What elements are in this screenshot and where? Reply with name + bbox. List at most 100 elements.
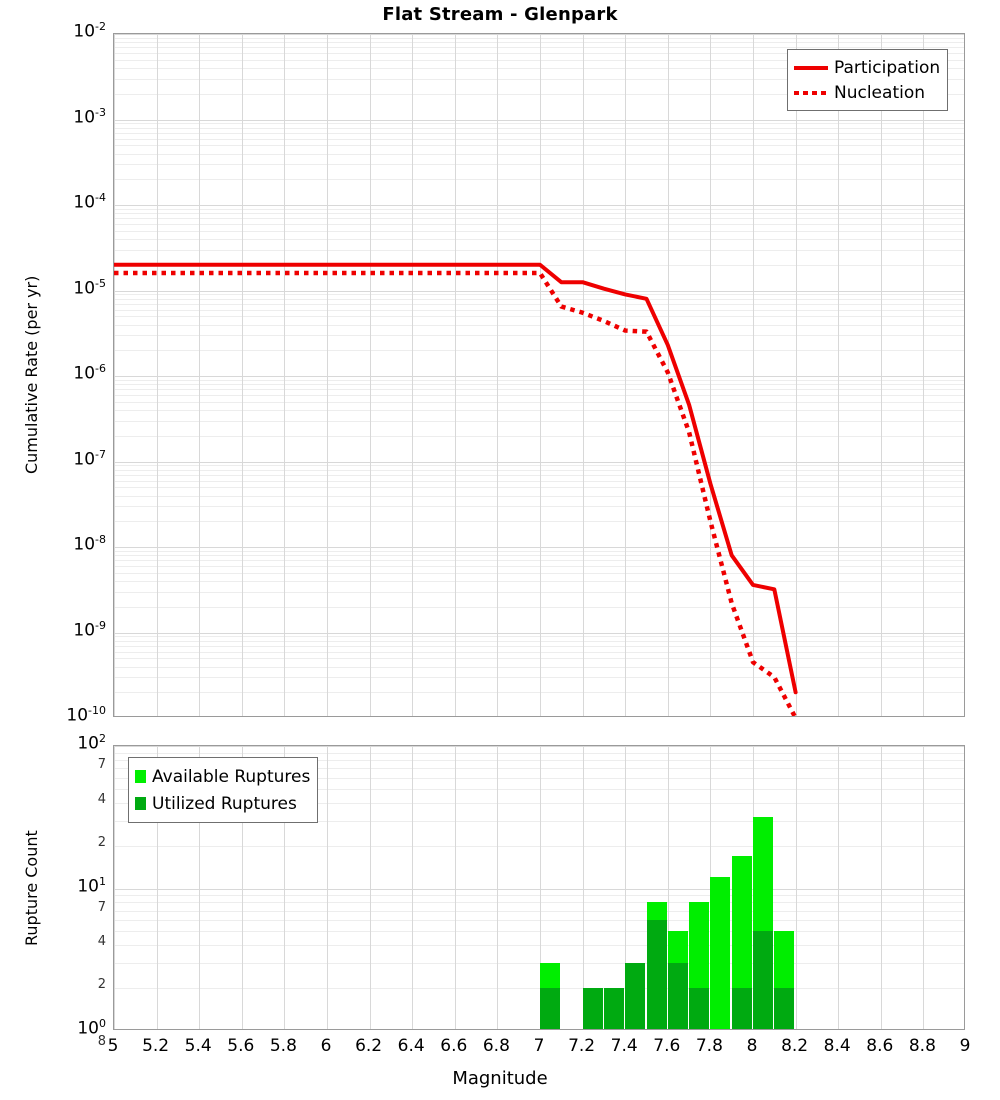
gridline-minor — [114, 389, 964, 391]
gridline-vertical — [199, 34, 201, 716]
x-tick-8: 8 — [746, 1036, 758, 1056]
bar-utilized — [731, 988, 752, 1029]
gridline-minor — [114, 820, 964, 822]
gridline-minor — [114, 845, 964, 847]
gridline-vertical — [625, 34, 627, 716]
gridline-minor — [114, 179, 964, 181]
gridline-minor — [114, 218, 964, 220]
gridline-minor — [114, 768, 964, 770]
gridline-vertical — [199, 746, 201, 1029]
gridline-vertical — [582, 746, 584, 1029]
y-tick-bot-1e2: 102 — [77, 732, 106, 754]
gridline-vertical — [412, 34, 414, 716]
gridline-minor — [114, 636, 964, 638]
gridline-minor — [114, 335, 964, 337]
y-tick-bot-minor-7: 7 — [97, 899, 106, 915]
gridline-minor — [114, 606, 964, 608]
legend-top: Participation Nucleation — [787, 49, 949, 111]
gridline-minor — [114, 640, 964, 642]
gridline-minor — [114, 759, 964, 761]
y-tick-top-1e-7: 10-7 — [73, 447, 106, 470]
gridline-minor — [114, 495, 964, 497]
gridline-minor — [114, 324, 964, 326]
gridline-minor — [114, 480, 964, 482]
gridline-vertical — [369, 746, 371, 1029]
gridline-minor — [114, 316, 964, 318]
y-tick-top-1e-8: 10-8 — [73, 533, 106, 555]
gridline-minor — [114, 303, 964, 305]
bar-available — [710, 877, 731, 1029]
gridline-minor — [114, 435, 964, 437]
cumulative-rate-plot — [113, 33, 965, 717]
gridline-vertical — [880, 34, 882, 716]
gridline-minor — [114, 521, 964, 523]
gridline-vertical — [327, 34, 328, 716]
gridline-minor — [114, 309, 964, 311]
y-tick-bot-minor-4: 4 — [97, 934, 106, 950]
gridline-vertical — [540, 746, 541, 1029]
x-tick-6: 6 — [320, 1036, 332, 1056]
legend-item-available: Available Ruptures — [135, 763, 310, 790]
gridline-vertical — [667, 34, 669, 716]
x-tick-6.4: 6.4 — [397, 1036, 425, 1056]
y-tick-bot-minor-8: 8 — [97, 1033, 106, 1049]
y-tick-top-1e-2: 10-2 — [73, 20, 106, 42]
gridline-vertical — [284, 34, 286, 716]
x-tick-8.8: 8.8 — [908, 1036, 936, 1056]
curve-nucleation — [114, 270, 798, 716]
gridline-vertical — [667, 746, 669, 1029]
x-tick-6.6: 6.6 — [440, 1036, 468, 1056]
gridline-minor — [114, 988, 964, 990]
bar-utilized — [582, 988, 603, 1029]
gridline-minor — [114, 410, 964, 411]
gridline-vertical — [412, 746, 414, 1029]
gridline-major — [114, 205, 964, 206]
gridline-minor — [114, 788, 964, 790]
gridline-minor — [114, 692, 964, 694]
gridline-vertical — [838, 34, 840, 716]
y-tick-top-1e-5: 10-5 — [73, 276, 106, 299]
gridline-vertical — [284, 746, 286, 1029]
gridline-vertical — [710, 34, 712, 716]
y-tick-bot-minor-2: 2 — [97, 834, 106, 850]
gridline-minor — [114, 59, 964, 61]
bar-available — [731, 855, 752, 1029]
solid-line-icon — [794, 65, 828, 70]
gridline-minor — [114, 591, 964, 593]
gridline-minor — [114, 384, 964, 386]
gridline-minor — [114, 469, 964, 471]
legend-label-utilized: Utilized Ruptures — [152, 793, 297, 814]
gridline-vertical — [454, 746, 456, 1029]
x-tick-9: 9 — [959, 1036, 971, 1056]
gridline-vertical — [454, 34, 456, 716]
legend-label-nucleation: Nucleation — [834, 82, 926, 103]
gridline-minor — [114, 560, 964, 562]
gridline-major — [114, 290, 964, 292]
gridline-minor — [114, 68, 964, 69]
gridline-minor — [114, 420, 964, 422]
gridline-minor — [114, 47, 964, 49]
utilized-swatch-icon — [135, 797, 146, 810]
gridline-minor — [114, 474, 964, 476]
gridline-minor — [114, 401, 964, 403]
gridline-vertical — [114, 746, 115, 1029]
y-tick-bot-minor-7: 7 — [97, 757, 106, 773]
gridline-minor — [114, 395, 964, 396]
gridline-vertical — [327, 746, 328, 1029]
gridline-minor — [114, 42, 964, 44]
gridline-vertical — [497, 34, 499, 716]
y-axis-title-bottom: Rupture Count — [22, 829, 41, 946]
x-tick-7.2: 7.2 — [568, 1036, 596, 1056]
gridline-major — [114, 376, 964, 377]
x-tick-5: 5 — [107, 1036, 119, 1056]
gridline-minor — [114, 230, 964, 232]
y-tick-top-1e-4: 10-4 — [73, 191, 106, 213]
x-tick-5.2: 5.2 — [142, 1036, 170, 1056]
gridline-minor — [114, 910, 964, 912]
y-tick-top-1e-10: 10-10 — [66, 704, 106, 726]
gridline-minor — [114, 666, 964, 668]
bar-utilized — [646, 920, 667, 1029]
gridline-vertical — [241, 746, 243, 1029]
gridline-minor — [114, 78, 964, 80]
gridline-minor — [114, 350, 964, 352]
